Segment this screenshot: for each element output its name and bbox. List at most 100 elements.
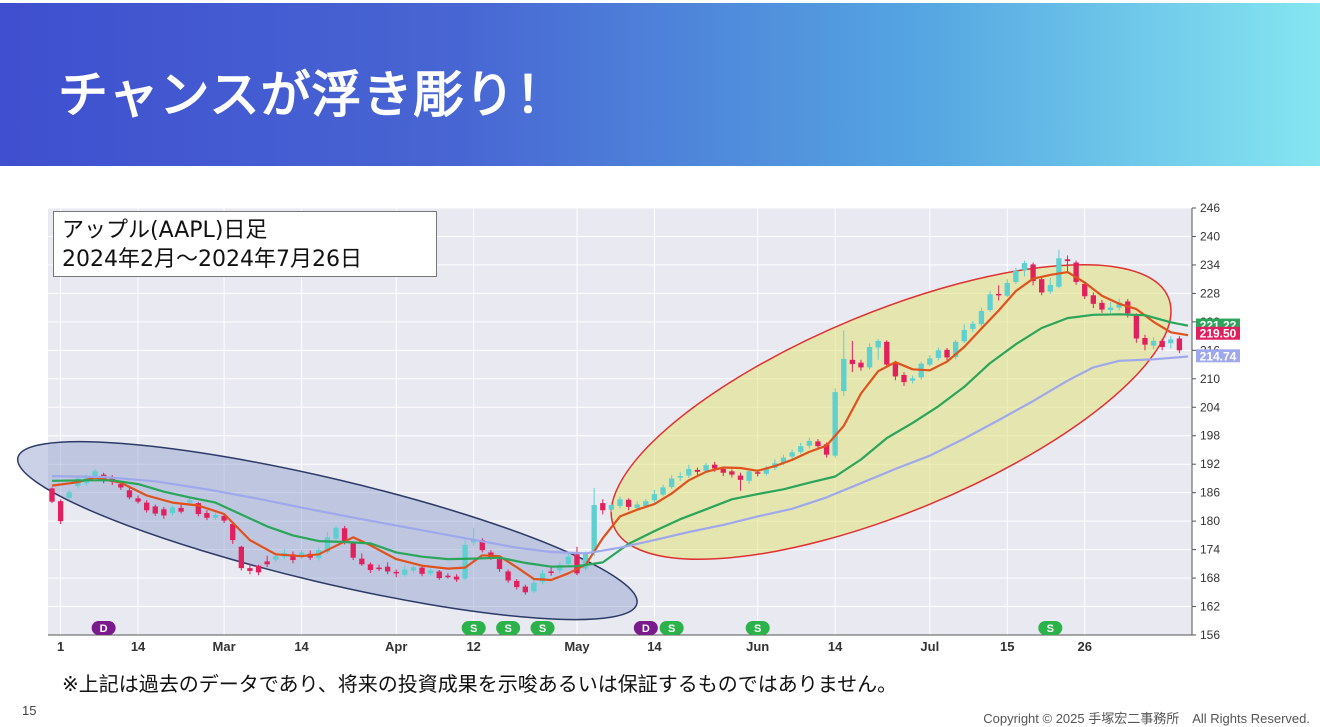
candle-body [823, 444, 830, 455]
candle-body [1013, 270, 1019, 283]
candle-body [952, 341, 959, 357]
y-tick-label: 228 [1200, 286, 1220, 300]
candle-body [720, 468, 726, 473]
candle-body [143, 502, 150, 511]
x-tick-label: 15 [1000, 639, 1014, 654]
candle-body [221, 515, 227, 521]
event-marker-label: S [470, 623, 477, 635]
y-tick-label: 204 [1200, 400, 1220, 414]
candle-body [384, 566, 391, 572]
x-tick-label: 26 [1077, 639, 1091, 654]
candle-body [660, 487, 666, 495]
candle-body [789, 452, 795, 457]
event-marker-label: D [100, 623, 108, 635]
candle-body [1030, 264, 1036, 282]
price-tag-label: 214.74 [1200, 349, 1237, 363]
candle-body [634, 504, 640, 508]
x-tick-label: 1 [57, 639, 64, 654]
candle-body [849, 359, 856, 365]
candle-body [1004, 282, 1010, 296]
candle-body [832, 392, 838, 456]
y-tick-label: 156 [1200, 628, 1220, 642]
candle-body [1133, 315, 1140, 339]
moving-averages [51, 271, 1189, 582]
candle-body [677, 476, 683, 478]
candle-body [935, 350, 942, 358]
candle-body [625, 499, 632, 507]
highlight-ellipses [16, 264, 1172, 621]
candle-body [927, 358, 933, 365]
candle-body [126, 490, 133, 498]
candle-body [393, 571, 399, 574]
x-tick-label: May [564, 639, 590, 654]
candle-body [694, 469, 701, 472]
candle-body [539, 573, 546, 582]
event-marker-split [496, 621, 521, 635]
candle-body [815, 441, 821, 447]
y-tick-label: 234 [1200, 258, 1220, 272]
candle-body [961, 329, 967, 342]
x-tick-label: 14 [131, 639, 146, 654]
x-tick-label: 14 [647, 639, 662, 654]
candle-body [970, 323, 976, 329]
candle-body [806, 440, 813, 446]
candle-body [324, 537, 331, 552]
candle-body [780, 457, 787, 463]
moving-average-line [51, 313, 1189, 568]
candle-body [350, 542, 356, 558]
candle-body [1021, 263, 1028, 271]
candle-body [1039, 279, 1045, 293]
y-tick-label: 186 [1200, 486, 1220, 500]
price-tag-box [1196, 349, 1240, 363]
event-marker-label: S [539, 623, 546, 635]
candle-body [901, 375, 907, 383]
candle-body [290, 554, 296, 561]
downtrend-ellipse [16, 440, 638, 621]
candle-body [548, 571, 554, 573]
candle-body [496, 559, 503, 570]
candle-body [1090, 295, 1097, 304]
candle-body [427, 570, 434, 574]
event-marker-label: S [754, 623, 761, 635]
y-tick-label: 174 [1200, 543, 1220, 557]
candle-body [944, 349, 950, 358]
candle-body [195, 503, 201, 515]
candle-body [755, 472, 761, 474]
candle-body [333, 527, 339, 539]
price-tag-box [1196, 326, 1240, 340]
candle-body [212, 514, 219, 518]
candle-body [892, 363, 899, 377]
candle-body [763, 468, 769, 474]
candle-body [135, 498, 141, 502]
chart-info-box: アップル(AAPL)日足 2024年2月～2024年7月26日 [53, 211, 437, 277]
candle-body [161, 509, 167, 516]
info-line-ticker: アップル(AAPL)日足 [62, 218, 268, 243]
candle-body [436, 571, 442, 579]
copyright-text: Copyright © 2025 手塚宏二事務所 All Rights Rese… [983, 711, 1310, 726]
candle-body [1099, 302, 1105, 310]
uptrend-ellipse [610, 264, 1172, 561]
candle-body [453, 576, 460, 580]
candle-body [1176, 338, 1183, 351]
candle-body [531, 582, 537, 592]
candle-body [1073, 262, 1079, 283]
candle-body [204, 513, 210, 518]
candle-body [247, 568, 253, 571]
page-number: 15 [22, 703, 37, 718]
candle-body [617, 499, 623, 506]
candle-body [178, 507, 184, 512]
y-tick-label: 192 [1200, 457, 1220, 471]
candle-body [410, 567, 417, 571]
candle-body [875, 340, 881, 348]
candle-body [866, 347, 873, 368]
disclaimer-text: ※上記は過去のデータであり、将来の投資成果を示唆あるいは保証するものではありませ… [62, 672, 898, 696]
candle-body [1047, 284, 1053, 292]
y-tick-label: 162 [1200, 600, 1220, 614]
candle-body [1116, 302, 1122, 308]
candle-body [608, 505, 615, 510]
candle-body [57, 501, 64, 522]
candle-body [479, 540, 485, 551]
